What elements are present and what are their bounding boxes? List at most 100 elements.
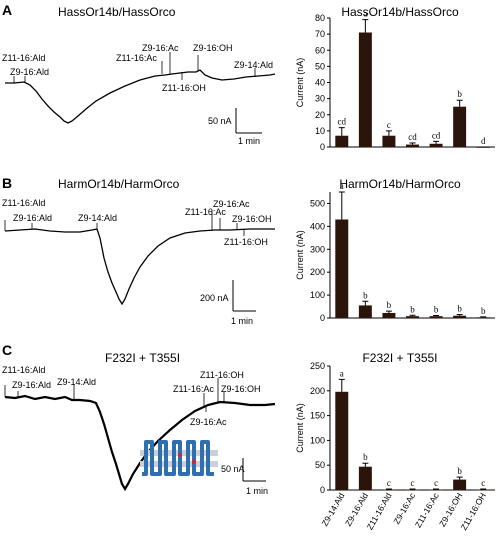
panel-a-bar xyxy=(335,135,349,147)
panel-b-bar-chart: 0 100 200 300 400 500 Current (nA) a b b b b b b xyxy=(295,181,495,323)
panel-c-y-axis-label: Current (nA) xyxy=(295,403,305,453)
panel-a-current-trace xyxy=(5,69,276,124)
panel-a-stimulus-markers xyxy=(13,52,256,83)
panel-a-significance-label: c xyxy=(387,120,391,130)
panel-c-significance-label: c xyxy=(434,478,438,488)
panel-c-y-tick-label: 200 xyxy=(310,386,325,396)
panel-b-bar xyxy=(382,312,396,318)
panel-a-letter: A xyxy=(2,2,12,18)
panel-c-significance-label: a xyxy=(340,368,344,378)
panel-a-bar xyxy=(476,147,490,148)
panel-a-bar xyxy=(382,135,396,147)
panel-b-significance-label: b xyxy=(410,304,415,314)
panel-a-significance-label: cd xyxy=(432,130,441,140)
panel-b-significance-label: b xyxy=(481,306,486,316)
receptor-topology-illustration xyxy=(140,440,218,476)
panel-a-bar-chart: 0 10 20 30 40 50 60 70 80 Current (nA) cd a c cd cd b d xyxy=(295,9,495,152)
panel-a-bar xyxy=(453,106,467,147)
panel-c-y-tick-label: 150 xyxy=(310,411,325,421)
panel-b-y-tick-label: 400 xyxy=(310,221,325,231)
panel-a-stim-label-6: Z9-16:OH xyxy=(193,43,233,53)
panel-b-significance-label: b xyxy=(434,304,439,314)
panel-b-stimulus-markers xyxy=(4,210,245,236)
panel-c-significance-label: c xyxy=(481,478,485,488)
panel-b-stim-label-7: Z11-16:OH xyxy=(224,237,268,247)
panel-c-stim-label-5: Z11-16:Ac xyxy=(173,384,214,394)
panel-c-stim-label-2: Z9-16:Ald xyxy=(12,380,51,390)
panel-c-stim-label-6: Z9-16:OH xyxy=(221,384,261,394)
panel-c-letter: C xyxy=(2,342,12,358)
panel-c-bar xyxy=(476,489,490,491)
panel-a-y-tick-label: 50 xyxy=(315,61,325,71)
panel-c-y-tick-label: 50 xyxy=(315,460,325,470)
panel-c-significance-label: b xyxy=(363,452,368,462)
panel-c-current-trace xyxy=(4,394,276,492)
panel-b-current-trace xyxy=(4,228,275,306)
panel-c-y-tick-label: 250 xyxy=(310,361,325,371)
panel-b-stim-label-5: Z11-16:Ac xyxy=(185,207,226,217)
panel-c-significance-label: b xyxy=(457,466,462,476)
panel-c-stim-label-3: Z9-14:Ald xyxy=(57,377,96,387)
panel-c-bar xyxy=(429,489,443,491)
panel-b-scale-bar xyxy=(232,280,256,312)
panel-c-stim-label-7: Z9-16:Ac xyxy=(190,417,227,427)
panel-b-y-tick-label: 100 xyxy=(310,290,325,300)
panel-c: C F232I + T355I Z11-16:Ald Z9-16:Ald Z9-… xyxy=(2,342,495,532)
panel-c-stim-label-1: Z11-16:Ald xyxy=(2,365,45,375)
panel-a-y-axis-label: Current (nA) xyxy=(295,58,305,108)
panel-a-bar xyxy=(406,144,419,147)
panel-a-stim-label-3: Z11-16:Ac xyxy=(116,53,157,63)
panel-a-y-tick-label: 20 xyxy=(315,110,325,120)
panel-c-chart-title: F232I + T355I xyxy=(362,351,437,365)
panel-c-scale-bar xyxy=(242,458,266,482)
panel-b-y-tick-label: 500 xyxy=(310,198,325,208)
panel-a: A HassOr14b/HassOrco Z11-16:Ald Z9-16:Al… xyxy=(2,2,495,152)
panel-a-y-tick-label: 60 xyxy=(315,45,325,55)
panel-a-significance-label: d xyxy=(481,136,486,146)
panel-b-y-tick-label: 200 xyxy=(310,267,325,277)
panel-c-significance-label: c xyxy=(411,478,415,488)
panel-a-scale-current: 50 nA xyxy=(208,116,232,126)
panel-c-category-label: Z9-16:Ac xyxy=(391,490,417,526)
panel-c-bar xyxy=(335,391,349,490)
panel-a-stim-label-7: Z9-14:Ald xyxy=(234,60,273,70)
panel-b-bar xyxy=(453,315,467,318)
panel-a-scale-time: 1 min xyxy=(238,136,260,146)
panel-b-bar xyxy=(406,316,419,318)
panel-a-stim-label-2: Z9-16:Ald xyxy=(10,67,49,77)
panel-b-y-tick-label: 0 xyxy=(320,313,325,323)
panel-b-chart-title: HarmOr14b/HarmOrco xyxy=(339,177,461,191)
panel-b-significance-label: b xyxy=(363,290,368,300)
panel-a-stim-label-4: Z9-16:Ac xyxy=(142,43,179,53)
panel-b-bar xyxy=(476,317,490,319)
panel-b-significance-label: b xyxy=(387,300,392,310)
panel-a-scale-bar xyxy=(235,108,262,134)
panel-a-chart-title: HassOr14b/HassOrco xyxy=(341,5,459,19)
panel-b-trace-title: HarmOr14b/HarmOrco xyxy=(58,177,180,191)
panel-b-y-axis-label: Current (nA) xyxy=(295,230,305,280)
panel-c-trace-title: F232I + T355I xyxy=(105,351,180,365)
panel-b-stim-label-1: Z11-16:Ald xyxy=(2,198,45,208)
panel-b-stim-label-2: Z9-16:Ald xyxy=(13,213,52,223)
panel-b-stim-label-4: Z9-16:Ac xyxy=(213,199,250,209)
panel-c-y-tick-label: 0 xyxy=(320,485,325,495)
panel-b-bar xyxy=(358,305,372,318)
panel-b-bar xyxy=(429,316,443,318)
panel-b-bar xyxy=(335,219,349,318)
panel-b: B HarmOr14b/HarmOrco Z11-16:Ald Z9-16:Al… xyxy=(2,175,495,326)
panel-b-stim-label-6: Z9-16:OH xyxy=(232,214,272,224)
panel-b-y-tick-label: 300 xyxy=(310,244,325,254)
panel-b-scale-current: 200 nA xyxy=(200,293,229,303)
panel-a-trace-title: HassOr14b/HassOrco xyxy=(58,5,176,19)
panel-a-significance-label: a xyxy=(363,9,367,19)
panel-a-y-tick-label: 70 xyxy=(315,29,325,39)
panel-a-y-tick-label: 80 xyxy=(315,13,325,23)
panel-a-significance-label: cd xyxy=(408,132,417,142)
panel-b-significance-label: b xyxy=(457,304,462,314)
panel-a-y-tick-label: 40 xyxy=(315,78,325,88)
panel-b-letter: B xyxy=(2,175,12,191)
panel-a-stim-label-1: Z11-16:Ald xyxy=(2,53,45,63)
panel-c-stimulus-markers xyxy=(4,378,225,412)
